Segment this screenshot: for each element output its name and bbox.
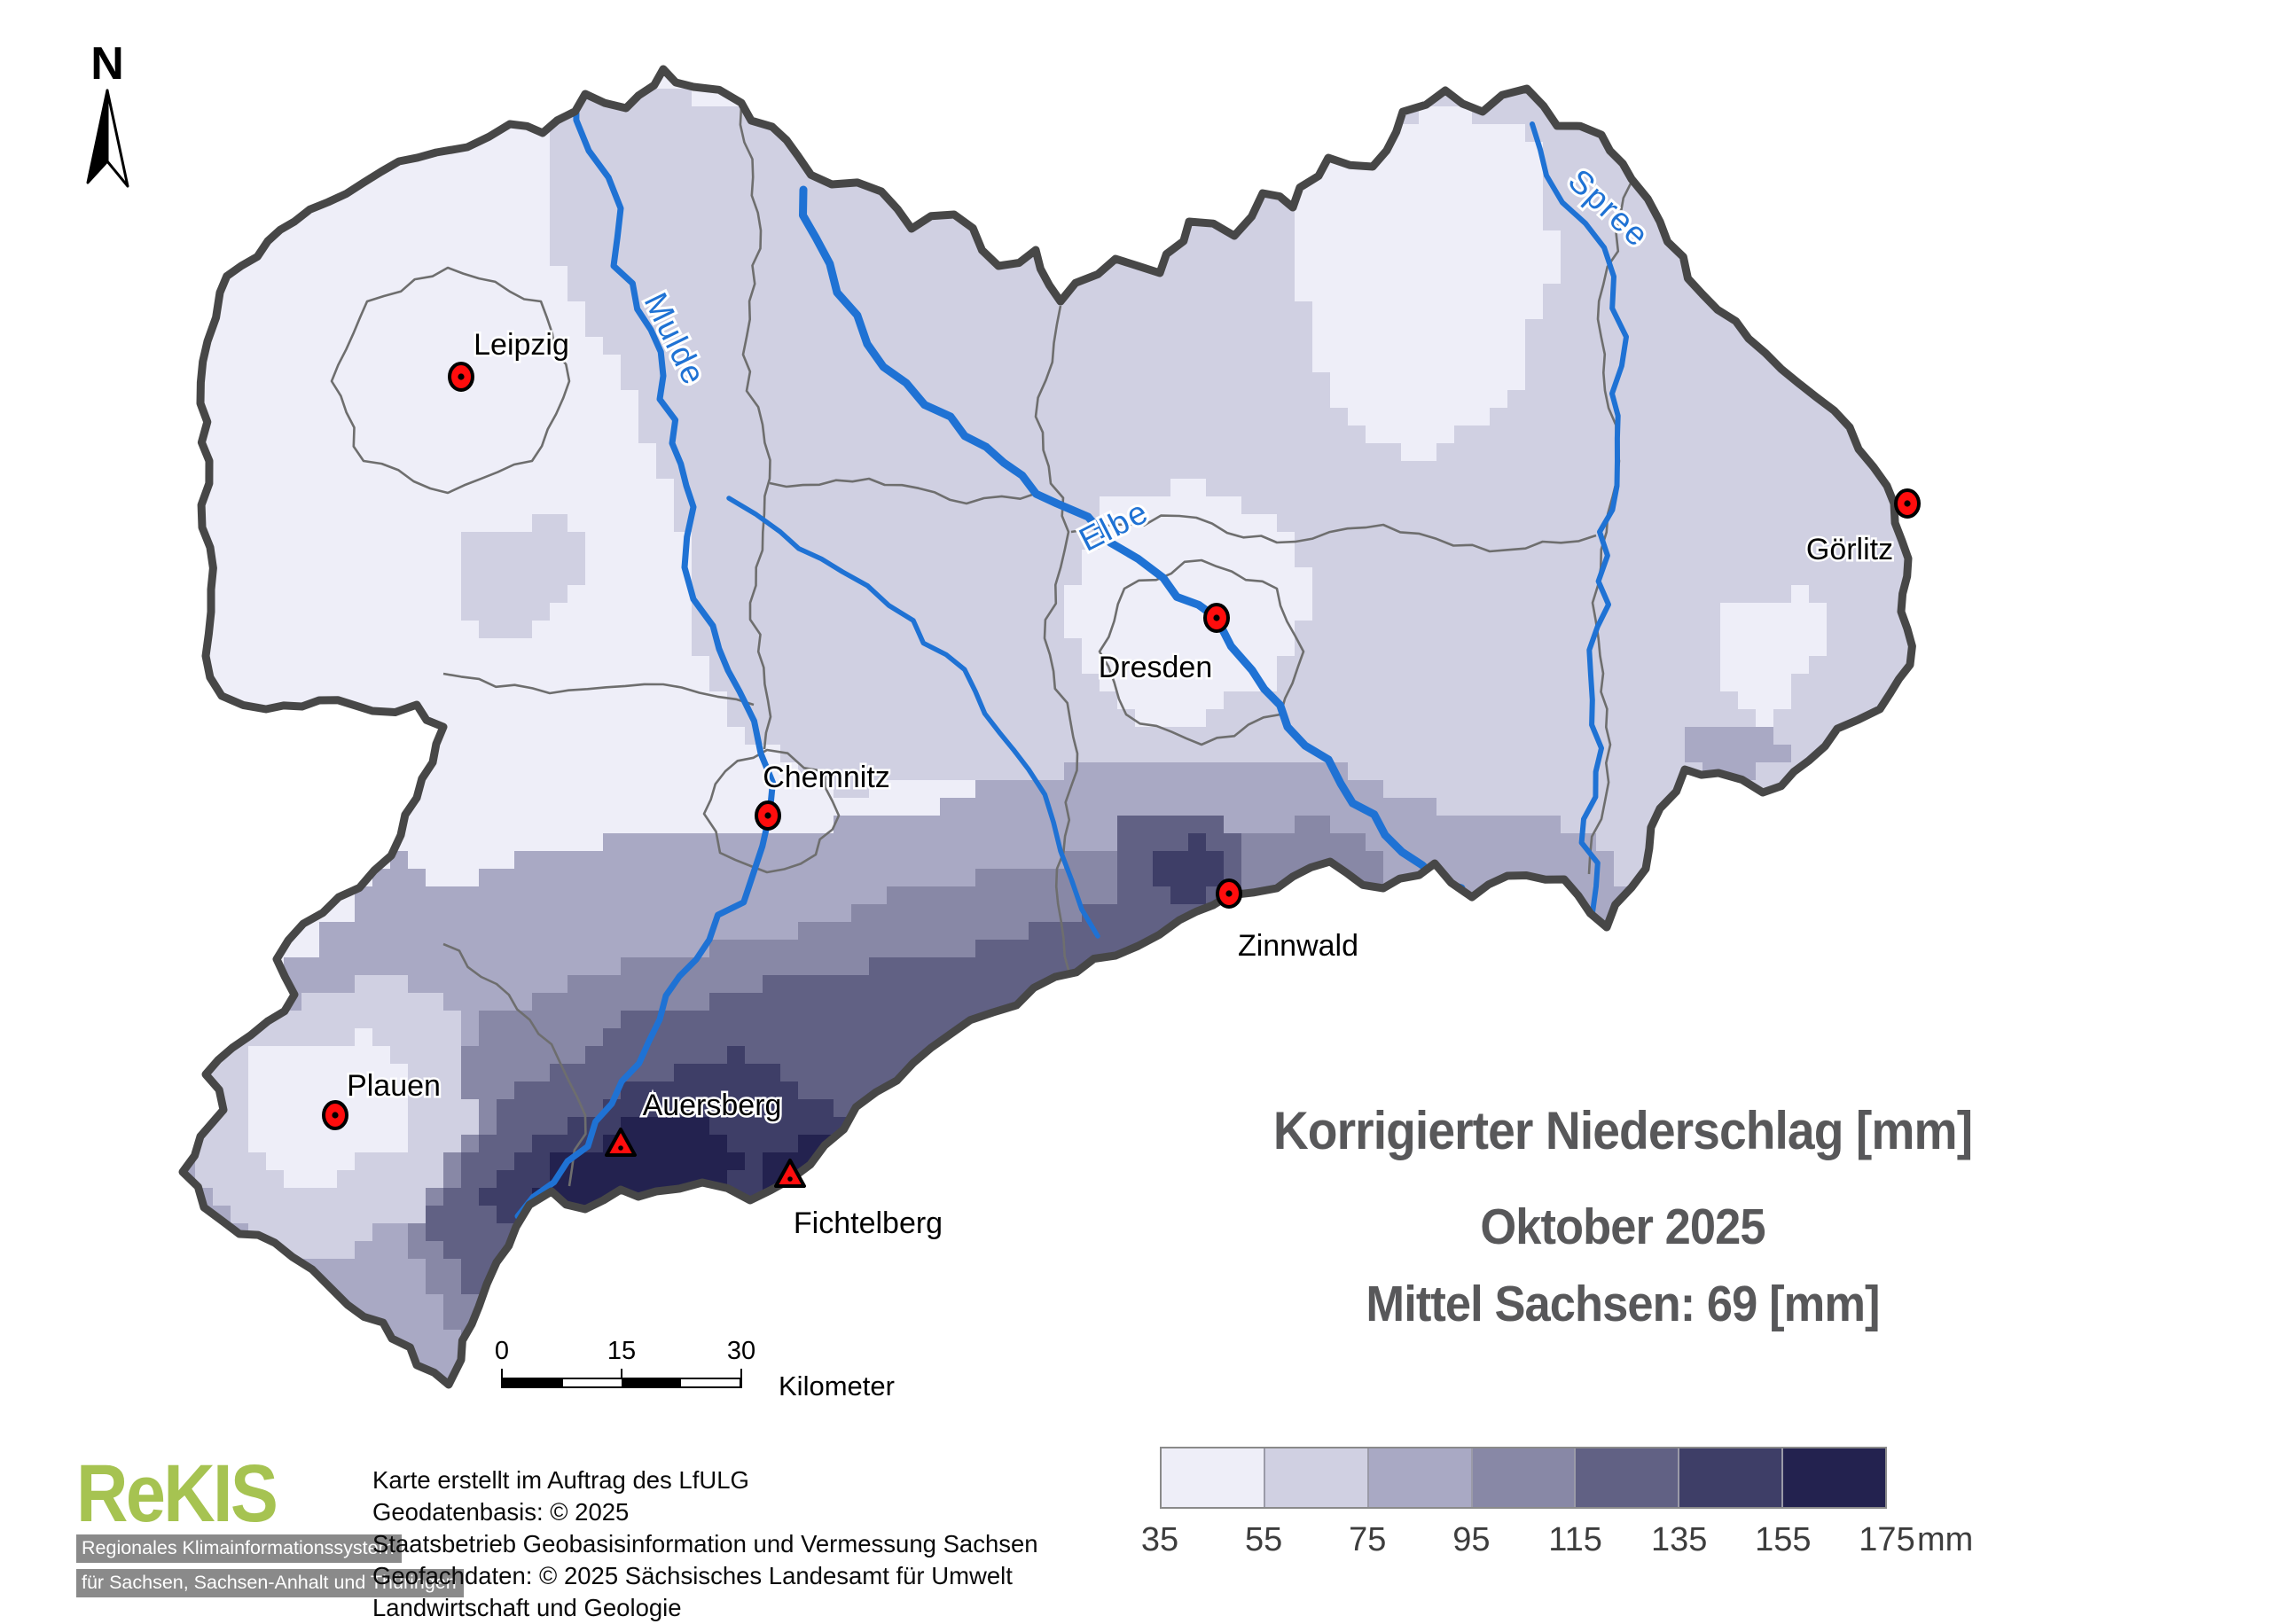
saxony-border: [178, 65, 1916, 1389]
rekis-logo-subtitle-1: Regionales Klimainformationssystem: [76, 1534, 402, 1563]
credits-line: Karte erstellt im Auftrag des LfULG: [372, 1466, 749, 1494]
scale-bar: 0 15 30 Kilometer: [479, 1337, 940, 1401]
city-label: Leipzig: [474, 328, 569, 362]
city-auersberg: Auersberg: [605, 1087, 784, 1157]
title-variable: Korrigierter Niederschlag [mm]: [1272, 1101, 1973, 1160]
credits-line: Landwirtschaft und Geologie: [372, 1594, 682, 1622]
title-period: Oktober 2025: [1480, 1198, 1765, 1255]
river-mulde: [514, 83, 776, 1220]
legend-class-135-155: [1679, 1448, 1784, 1507]
legend-tick-35: 35: [1140, 1521, 1179, 1558]
legend-class-115-135: [1576, 1448, 1680, 1507]
city-label: Chemnitz: [763, 761, 890, 794]
rivers: [514, 83, 1629, 1220]
legend-class-35-55: [1162, 1448, 1265, 1507]
legend-class-55-75: [1264, 1448, 1369, 1507]
river-freiberger-mulde: [726, 496, 1100, 939]
rekis-logo-subtitle-2: für Sachsen, Sachsen-Anhalt und Thüringe…: [76, 1568, 464, 1597]
city-layer: Leipzig Dresden Görlitz Chemnitz Zinnwald Pla…: [322, 326, 1921, 1243]
legend-class-155-175: [1783, 1448, 1886, 1507]
legend-tick-55: 55: [1245, 1521, 1283, 1558]
scale-segment: [504, 1379, 563, 1386]
legend-tick-155: 155: [1755, 1521, 1812, 1558]
legend-tick-75: 75: [1349, 1521, 1387, 1558]
legend-unit: mm: [1917, 1521, 1974, 1558]
map-title: Korrigierter Niederschlag [mm] Oktober 2…: [1092, 1105, 2153, 1330]
legend-tick-95: 95: [1452, 1521, 1491, 1558]
credits-line: Geofachdaten: © 2025 Sächsisches Landesa…: [372, 1562, 1013, 1590]
scale-bar-segments: [502, 1378, 741, 1388]
scale-number-30: 30: [726, 1337, 756, 1365]
scale-segment: [622, 1379, 681, 1386]
scale-tick: [740, 1369, 742, 1388]
city-grlitz: Görlitz: [1804, 488, 1921, 569]
city-leipzig: Leipzig: [448, 326, 571, 392]
scale-segment: [562, 1379, 622, 1386]
legend-class-75-95: [1368, 1448, 1473, 1507]
city-dresden: Dresden: [1096, 603, 1230, 687]
credits-line: Geodatenbasis: © 2025: [372, 1498, 630, 1526]
city-label: Fichtelberg: [794, 1206, 943, 1240]
credits-block: Karte erstellt im Auftrag des LfULG Geoda…: [372, 1464, 1038, 1624]
scale-number-0: 0: [494, 1337, 510, 1365]
credits-line: Staatsbetrieb Geobasisinformation und Ve…: [372, 1530, 1038, 1558]
city-zinnwald: Zinnwald: [1216, 878, 1361, 965]
city-label: Plauen: [347, 1069, 441, 1103]
legend-class-95-115: [1472, 1448, 1577, 1507]
rekis-logo-word: ReKIS: [76, 1448, 278, 1539]
legend-tick-115: 115: [1548, 1521, 1602, 1558]
legend-tick-135: 135: [1651, 1521, 1708, 1558]
scale-unit-label: Kilometer: [779, 1370, 895, 1401]
peak-marker-triangle: [774, 1159, 806, 1188]
river-elbe: [799, 185, 1466, 926]
legend-labels: 35 55 75 95 115 135 155 175 mm: [0, 1521, 2270, 1562]
legend-tick-175: 175: [1859, 1521, 1915, 1558]
legend-color-bar: [1160, 1447, 1887, 1509]
title-mean-value: Mittel Sachsen: 69 [mm]: [1366, 1276, 1880, 1332]
city-chemnitz: Chemnitz: [755, 759, 892, 831]
city-label: Dresden: [1099, 651, 1213, 684]
city-label: Görlitz: [1806, 533, 1893, 566]
peak-marker-triangle: [605, 1128, 637, 1157]
city-label: Zinnwald: [1238, 929, 1358, 963]
north-arrow-label: N: [90, 38, 124, 90]
north-arrow-icon: [86, 89, 129, 188]
scale-number-15: 15: [607, 1337, 637, 1365]
north-arrow: N: [76, 41, 138, 188]
river-spree: [1530, 121, 1629, 928]
city-label: Auersberg: [643, 1089, 782, 1122]
rekis-logo: ReKIS Regionales Klimainformationssystem…: [76, 1448, 464, 1597]
city-fichtelberg: Fichtelberg: [774, 1159, 945, 1243]
scale-segment: [680, 1379, 740, 1386]
city-plauen: Plauen: [322, 1067, 442, 1130]
